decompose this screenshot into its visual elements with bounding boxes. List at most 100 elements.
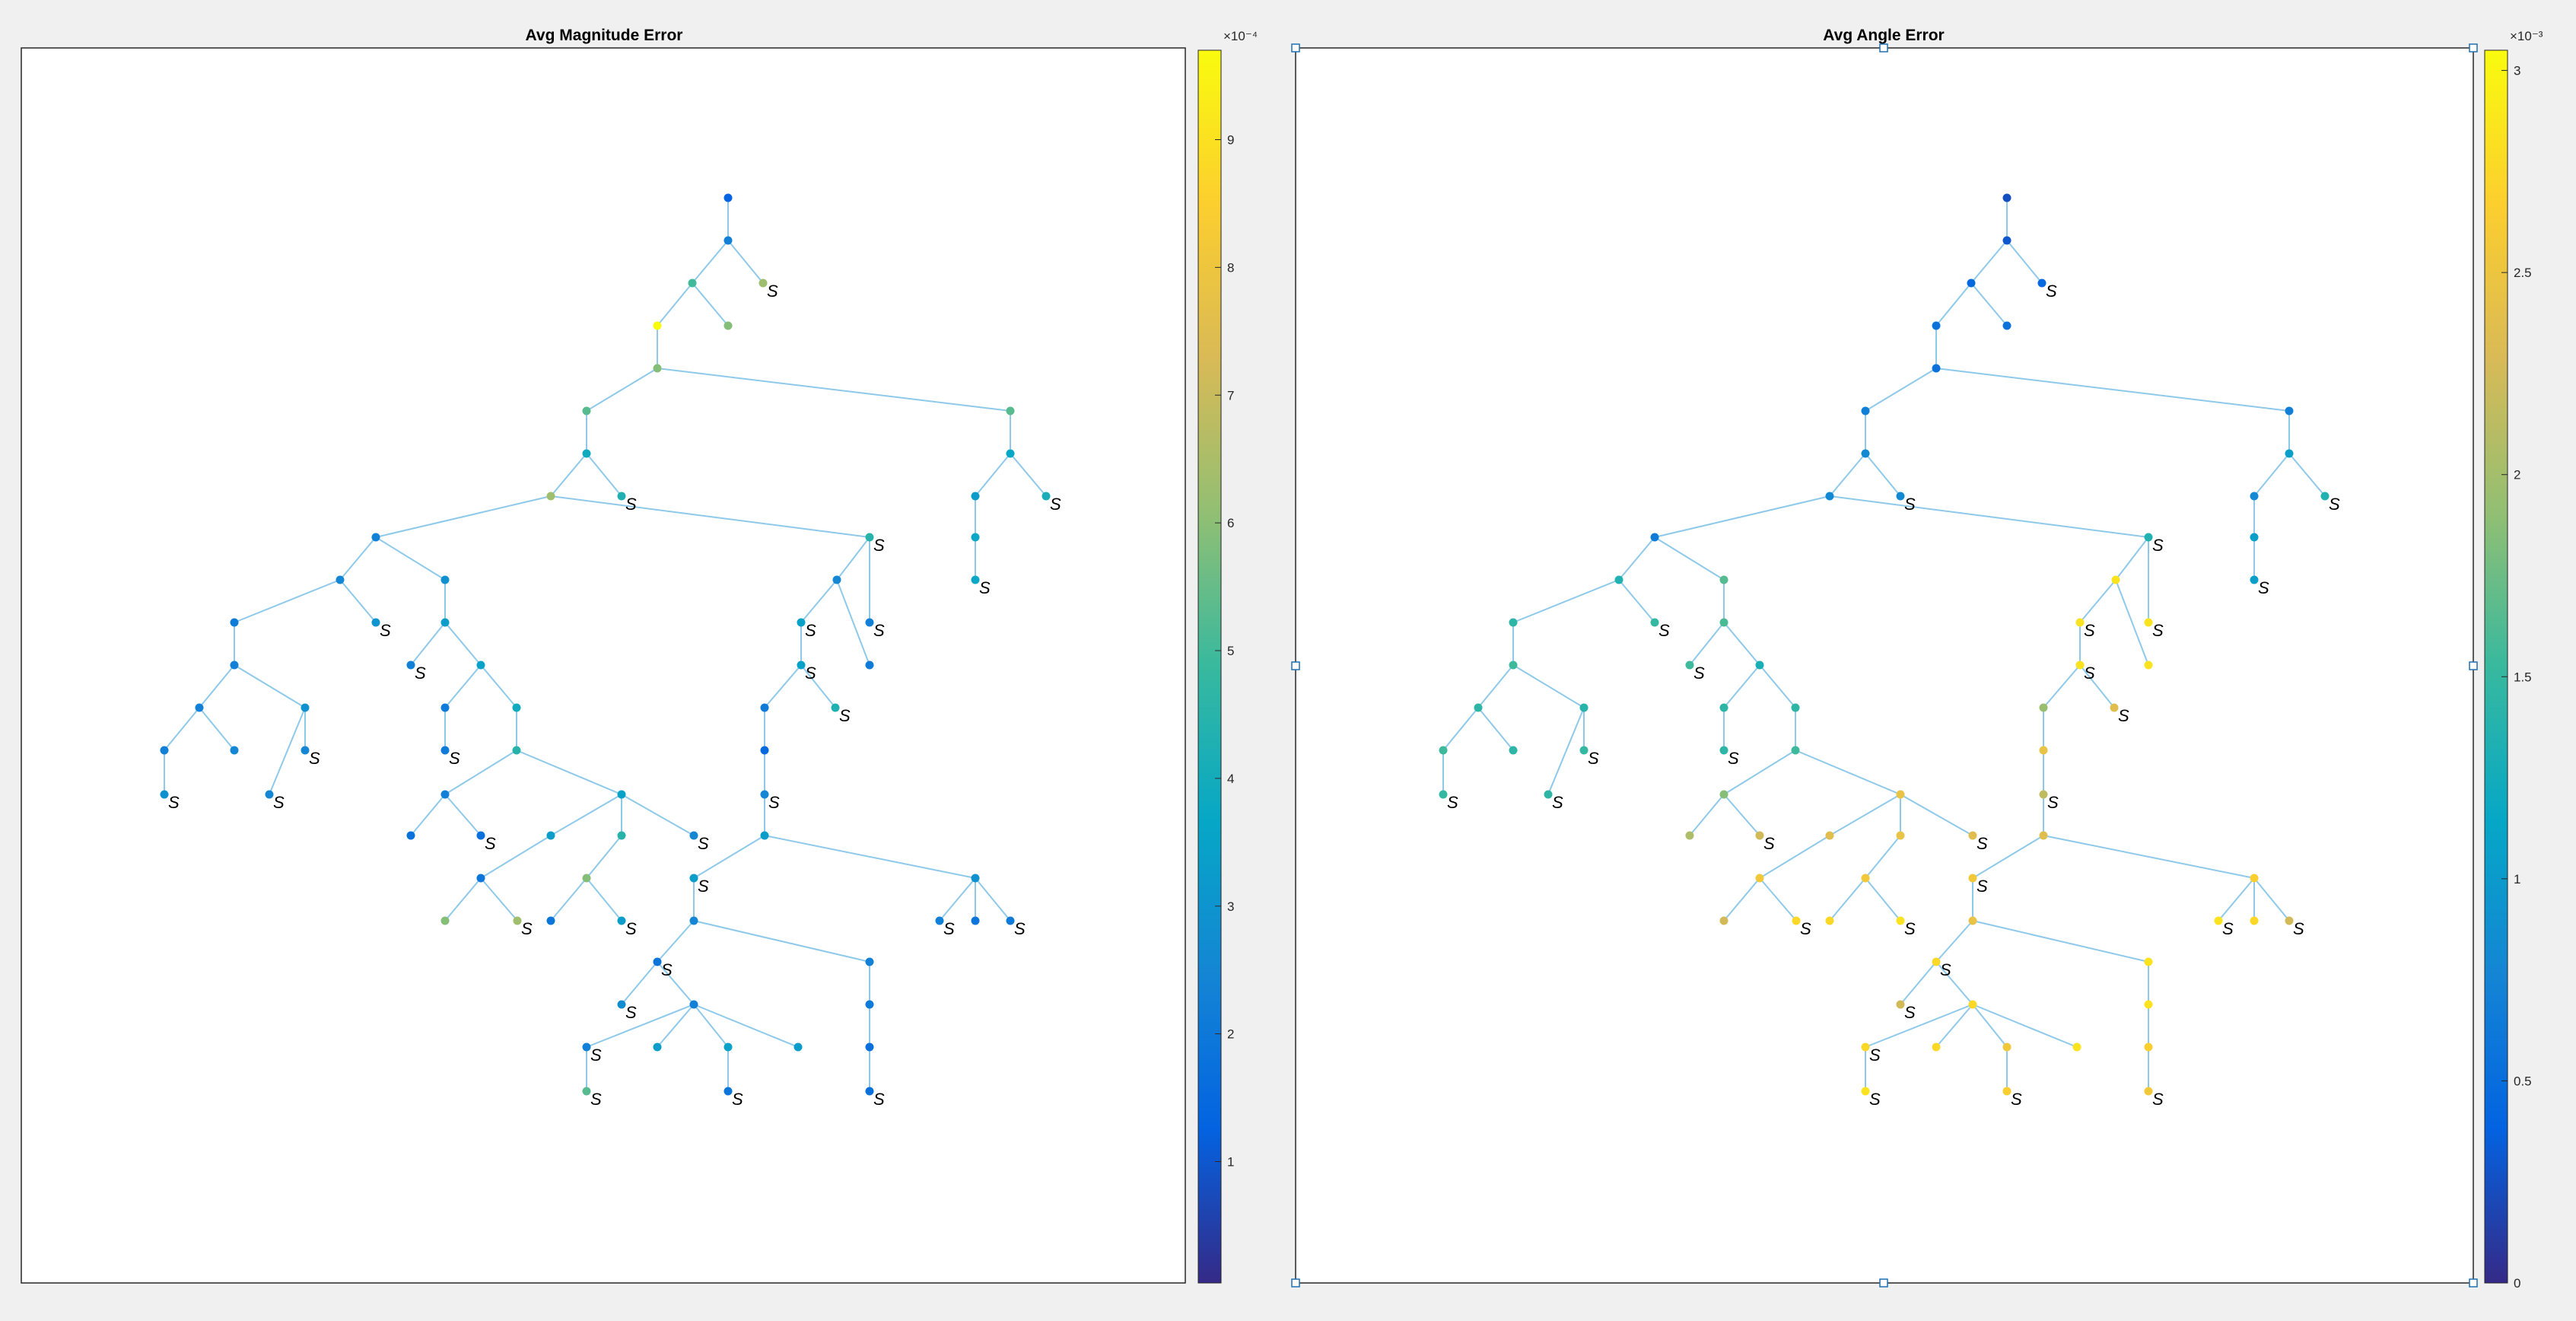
graph-node[interactable] — [582, 874, 591, 883]
graph-node[interactable] — [440, 618, 450, 627]
graph-node[interactable] — [865, 1042, 874, 1052]
graph-node[interactable] — [371, 618, 380, 627]
graph-node[interactable] — [1614, 575, 1624, 584]
selection-handle[interactable] — [1291, 1278, 1300, 1288]
graph-node[interactable] — [476, 660, 485, 670]
graph-node[interactable] — [724, 236, 733, 245]
graph-node[interactable] — [760, 790, 769, 799]
graph-node[interactable] — [1509, 746, 1518, 755]
graph-node[interactable] — [1719, 618, 1728, 627]
graph-node[interactable] — [2250, 575, 2259, 584]
selection-handle[interactable] — [1291, 43, 1300, 53]
graph-node[interactable] — [1932, 957, 1941, 966]
graph-node[interactable] — [1579, 703, 1589, 712]
graph-node[interactable] — [582, 449, 591, 458]
graph-node[interactable] — [512, 703, 521, 712]
graph-node[interactable] — [2002, 1087, 2012, 1096]
graph-node[interactable] — [971, 533, 980, 542]
graph-node[interactable] — [2250, 533, 2259, 542]
graph-node[interactable] — [971, 492, 980, 501]
angle-axes[interactable] — [1295, 47, 2474, 1284]
graph-node[interactable] — [1685, 660, 1694, 670]
graph-node[interactable] — [1825, 831, 1834, 840]
graph-node[interactable] — [2002, 236, 2012, 245]
graph-node[interactable] — [724, 193, 733, 202]
graph-node[interactable] — [797, 618, 806, 627]
graph-node[interactable] — [865, 957, 874, 966]
graph-node[interactable] — [1006, 406, 1015, 415]
graph-node[interactable] — [265, 790, 274, 799]
graph-node[interactable] — [1968, 916, 1977, 925]
graph-node[interactable] — [1650, 618, 1659, 627]
graph-node[interactable] — [1685, 831, 1694, 840]
graph-node[interactable] — [1932, 1042, 1941, 1052]
selection-handle[interactable] — [2469, 661, 2478, 670]
graph-node[interactable] — [1579, 746, 1589, 755]
graph-node[interactable] — [1896, 1000, 1905, 1009]
graph-node[interactable] — [336, 575, 345, 584]
graph-node[interactable] — [1509, 618, 1518, 627]
graph-node[interactable] — [1006, 449, 1015, 458]
graph-node[interactable] — [406, 831, 415, 840]
graph-node[interactable] — [1792, 916, 1801, 925]
graph-node[interactable] — [2214, 916, 2223, 925]
graph-node[interactable] — [2039, 703, 2048, 712]
graph-node[interactable] — [301, 746, 310, 755]
graph-node[interactable] — [760, 831, 769, 840]
graph-node[interactable] — [1719, 790, 1728, 799]
graph-node[interactable] — [2072, 1042, 2081, 1052]
graph-node[interactable] — [653, 321, 662, 330]
graph-node[interactable] — [689, 831, 698, 840]
graph-node[interactable] — [1968, 831, 1977, 840]
graph-node[interactable] — [1755, 660, 1764, 670]
graph-node[interactable] — [2039, 790, 2048, 799]
graph-node[interactable] — [476, 874, 485, 883]
graph-node[interactable] — [971, 874, 980, 883]
graph-node[interactable] — [2250, 492, 2259, 501]
graph-node[interactable] — [440, 916, 450, 925]
graph-node[interactable] — [617, 916, 626, 925]
graph-node[interactable] — [689, 1000, 698, 1009]
graph-node[interactable] — [653, 1042, 662, 1052]
graph-node[interactable] — [2285, 449, 2294, 458]
graph-node[interactable] — [1896, 916, 1905, 925]
graph-node[interactable] — [2144, 660, 2153, 670]
graph-node[interactable] — [582, 406, 591, 415]
graph-node[interactable] — [1755, 874, 1764, 883]
graph-node[interactable] — [760, 746, 769, 755]
graph-node[interactable] — [617, 790, 626, 799]
graph-node[interactable] — [160, 746, 169, 755]
graph-node[interactable] — [2039, 746, 2048, 755]
graph-node[interactable] — [2037, 279, 2046, 288]
graph-node[interactable] — [1719, 575, 1728, 584]
graph-node[interactable] — [230, 660, 239, 670]
graph-node[interactable] — [406, 660, 415, 670]
graph-node[interactable] — [760, 703, 769, 712]
graph-node[interactable] — [2075, 618, 2085, 627]
graph-node[interactable] — [2002, 321, 2012, 330]
graph-node[interactable] — [689, 874, 698, 883]
selection-handle[interactable] — [1879, 1278, 1888, 1288]
graph-node[interactable] — [2075, 660, 2085, 670]
graph-node[interactable] — [1825, 492, 1834, 501]
graph-node[interactable] — [546, 831, 555, 840]
graph-node[interactable] — [1825, 916, 1834, 925]
graph-node[interactable] — [971, 575, 980, 584]
graph-node[interactable] — [617, 1000, 626, 1009]
graph-node[interactable] — [1006, 916, 1015, 925]
graph-node[interactable] — [1755, 831, 1764, 840]
graph-node[interactable] — [2320, 492, 2330, 501]
graph-node[interactable] — [724, 1087, 733, 1096]
graph-node[interactable] — [1861, 406, 1870, 415]
graph-node[interactable] — [1474, 703, 1483, 712]
graph-node[interactable] — [2285, 406, 2294, 415]
graph-node[interactable] — [440, 790, 450, 799]
graph-node[interactable] — [1967, 279, 1976, 288]
graph-node[interactable] — [1968, 874, 1977, 883]
graph-node[interactable] — [2144, 618, 2153, 627]
graph-node[interactable] — [1791, 746, 1800, 755]
graph-node[interactable] — [371, 533, 380, 542]
selection-handles[interactable] — [1291, 43, 2478, 1288]
graph-node[interactable] — [689, 916, 698, 925]
graph-node[interactable] — [724, 321, 733, 330]
